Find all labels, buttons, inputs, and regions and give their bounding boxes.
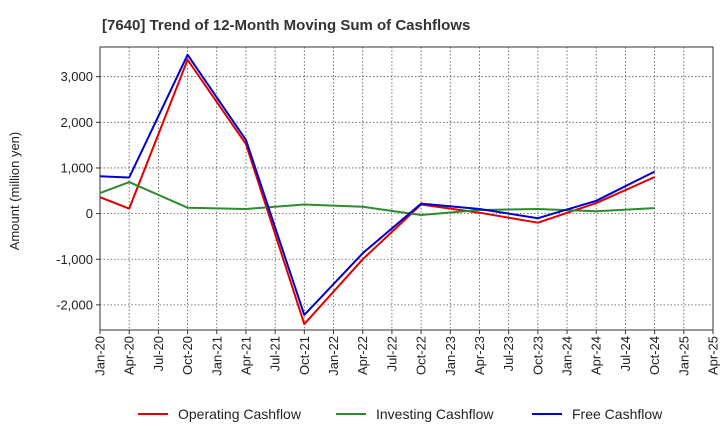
y-tick-label: -2,000 — [56, 297, 93, 312]
legend-label: Investing Cashflow — [376, 406, 494, 422]
y-tick-label: 1,000 — [60, 160, 93, 175]
x-tick-label: Apr-21 — [238, 336, 253, 375]
x-tick-label: Jan-20 — [93, 336, 108, 376]
x-tick-label: Jan-22 — [326, 336, 341, 376]
x-tick-label: Jul-21 — [268, 336, 283, 371]
x-tick-label: Apr-22 — [355, 336, 370, 375]
y-tick-label: 0 — [86, 206, 93, 221]
x-axis: Jan-20 Apr-20 Jul-20 Oct-20 Jan-21 Apr-21 Jul-… — [93, 330, 720, 376]
series-line-free-cashflow — [99, 53, 656, 316]
x-tick-label: Jul-24 — [618, 336, 633, 371]
plot-area — [99, 46, 714, 331]
series-line-operating-cashflow — [99, 58, 656, 326]
x-tick-label: Apr-23 — [472, 336, 487, 375]
x-tick-label: Jul-20 — [151, 336, 166, 371]
x-tick-label: Apr-20 — [122, 336, 137, 375]
x-tick-label: Jul-22 — [384, 336, 399, 371]
x-tick-label: Apr-25 — [706, 336, 720, 375]
x-tick-label: Jul-23 — [501, 336, 516, 371]
x-tick-label: Apr-24 — [589, 336, 604, 375]
legend: Operating Cashflow Investing Cashflow Free… — [138, 406, 663, 422]
x-tick-label: Jan-25 — [676, 336, 691, 376]
y-tick-label: 2,000 — [60, 115, 93, 130]
chart-title: [7640] Trend of 12-Month Moving Sum of C… — [102, 17, 470, 34]
x-tick-label: Jan-23 — [443, 336, 458, 376]
legend-label: Free Cashflow — [572, 406, 663, 422]
y-axis: -2,000 -1,000 0 1,000 2,000 3,000 — [56, 69, 100, 312]
series-line-investing-cashflow — [99, 181, 655, 216]
y-tick-label: -1,000 — [56, 252, 93, 267]
x-tick-label: Oct-20 — [180, 336, 195, 375]
legend-label: Operating Cashflow — [178, 406, 302, 422]
x-tick-label: Jan-21 — [209, 336, 224, 376]
y-axis-label: Amount (million yen) — [7, 132, 22, 251]
x-tick-label: Oct-23 — [530, 336, 545, 375]
x-tick-label: Oct-22 — [414, 336, 429, 375]
x-tick-label: Oct-24 — [647, 336, 662, 375]
y-tick-label: 3,000 — [60, 69, 93, 84]
x-tick-label: Oct-21 — [297, 336, 312, 375]
x-tick-label: Jan-24 — [560, 336, 575, 376]
series-lines — [99, 53, 656, 326]
